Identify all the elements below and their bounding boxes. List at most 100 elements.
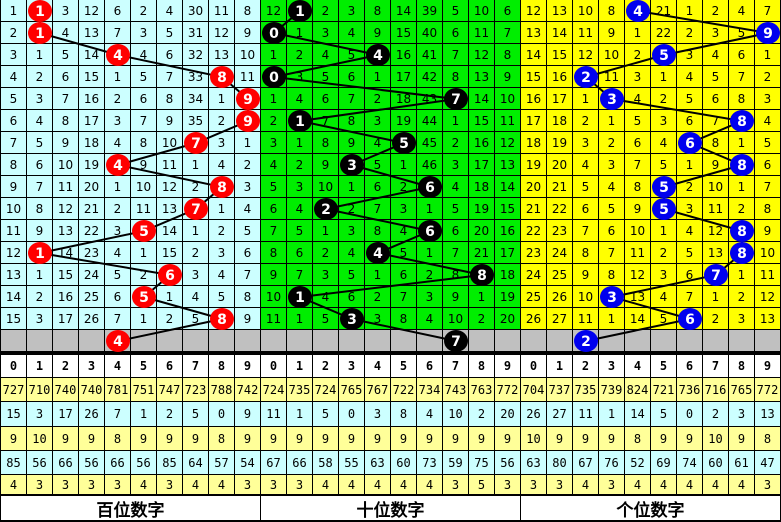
stat-cell: 76 — [599, 451, 625, 475]
omission-cell: 4 — [443, 176, 469, 198]
omission-cell: 4 — [287, 88, 313, 110]
omission-cell: 1 — [313, 220, 339, 242]
omission-cell: 13 — [547, 0, 573, 22]
omission-cell: 12 — [573, 44, 599, 66]
digit-header: 6 — [417, 355, 443, 378]
svg-text:4: 4 — [113, 158, 123, 174]
omission-cell: 3 — [287, 176, 313, 198]
omission-cell: 12 — [755, 286, 781, 308]
omission-cell: 4 — [573, 154, 599, 176]
omission-cell: 16 — [53, 286, 79, 308]
omission-cell: 4 — [339, 22, 365, 44]
omission-cell: 15 — [495, 198, 521, 220]
panel-label: 个位数字 — [521, 496, 780, 521]
hit-ball: 3 — [340, 308, 364, 330]
omission-cell: 1 — [677, 154, 703, 176]
omission-cell: 4 — [677, 220, 703, 242]
omission-cell: 12 — [53, 198, 79, 220]
stat-cell: 63 — [365, 451, 391, 475]
stat-cell: 9 — [547, 427, 573, 451]
omission-cell: 8 — [1, 154, 27, 176]
omission-cell: 8 — [53, 110, 79, 132]
forecast-cell — [703, 330, 729, 352]
stat-cell: 9 — [469, 427, 495, 451]
omission-cell: 1 — [443, 110, 469, 132]
omission-cell: 6 — [287, 242, 313, 264]
omission-cell: 13 — [703, 242, 729, 264]
omission-cell: 10 — [313, 176, 339, 198]
svg-text:2: 2 — [581, 70, 591, 86]
omission-cell: 26 — [547, 286, 573, 308]
digit-header: 1 — [547, 355, 573, 378]
omission-cell: 5 — [105, 264, 131, 286]
digit-header: 9 — [495, 355, 521, 378]
svg-text:8: 8 — [217, 70, 227, 86]
omission-cell: 23 — [521, 242, 547, 264]
stat-cell: 3 — [27, 402, 53, 427]
digit-header: 2 — [573, 355, 599, 378]
omission-cell: 17 — [391, 66, 417, 88]
omission-cell: 17 — [547, 88, 573, 110]
omission-cell: 10 — [573, 286, 599, 308]
omission-cell: 12 — [261, 0, 287, 22]
omission-cell: 8 — [235, 286, 261, 308]
omission-cell: 4 — [651, 286, 677, 308]
omission-cell: 8 — [131, 132, 157, 154]
digit-header: 3 — [339, 355, 365, 378]
omission-cell: 18 — [469, 176, 495, 198]
omission-cell: 1 — [131, 242, 157, 264]
omission-cell: 10 — [495, 88, 521, 110]
hit-ball: 6 — [418, 176, 442, 198]
omission-cell: 2 — [651, 242, 677, 264]
hit-ball: 1 — [28, 22, 52, 44]
omission-cell: 4 — [417, 308, 443, 330]
omission-cell: 33 — [183, 66, 209, 88]
svg-text:8: 8 — [737, 246, 747, 262]
svg-text:6: 6 — [425, 180, 435, 196]
hit-ball: 1 — [288, 286, 312, 308]
omission-cell: 5 — [391, 242, 417, 264]
forecast-cell — [365, 330, 391, 352]
omission-cell: 3 — [365, 308, 391, 330]
omission-cell: 16 — [521, 88, 547, 110]
omission-cell: 11 — [157, 154, 183, 176]
forecast-cell — [261, 330, 287, 352]
forecast-ball: 7 — [444, 330, 468, 352]
omission-cell: 3 — [235, 176, 261, 198]
hit-ball: 6 — [678, 132, 702, 154]
stat-cell: 74 — [677, 451, 703, 475]
hit-ball: 6 — [678, 308, 702, 330]
stat-cell: 2 — [157, 402, 183, 427]
hit-ball: 3 — [600, 286, 624, 308]
omission-cell: 5 — [157, 22, 183, 44]
hit-ball: 0 — [262, 22, 286, 44]
omission-cell: 15 — [391, 22, 417, 44]
stat-cell: 3 — [443, 475, 469, 495]
stat-cell: 788 — [209, 378, 235, 402]
omission-cell: 2 — [703, 0, 729, 22]
stat-cell: 8 — [391, 402, 417, 427]
svg-text:1: 1 — [295, 4, 305, 20]
svg-text:8: 8 — [737, 158, 747, 174]
stat-cell: 66 — [105, 451, 131, 475]
digit-header: 5 — [651, 355, 677, 378]
stat-cell: 9 — [417, 427, 443, 451]
omission-cell: 46 — [417, 154, 443, 176]
omission-cell: 3 — [677, 44, 703, 66]
stat-cell: 47 — [755, 451, 781, 475]
stat-cell: 9 — [651, 427, 677, 451]
stat-cell: 716 — [703, 378, 729, 402]
omission-cell: 2 — [599, 132, 625, 154]
omission-cell: 5 — [573, 176, 599, 198]
omission-cell: 1 — [27, 264, 53, 286]
omission-cell: 6 — [573, 198, 599, 220]
omission-cell: 14 — [1, 286, 27, 308]
omission-cell: 11 — [495, 110, 521, 132]
omission-cell: 3 — [105, 110, 131, 132]
forecast-cell — [625, 330, 651, 352]
omission-cell: 14 — [157, 220, 183, 242]
stat-cell: 781 — [105, 378, 131, 402]
stat-cell: 3 — [547, 475, 573, 495]
stat-cell: 4 — [417, 475, 443, 495]
forecast-cell — [27, 330, 53, 352]
